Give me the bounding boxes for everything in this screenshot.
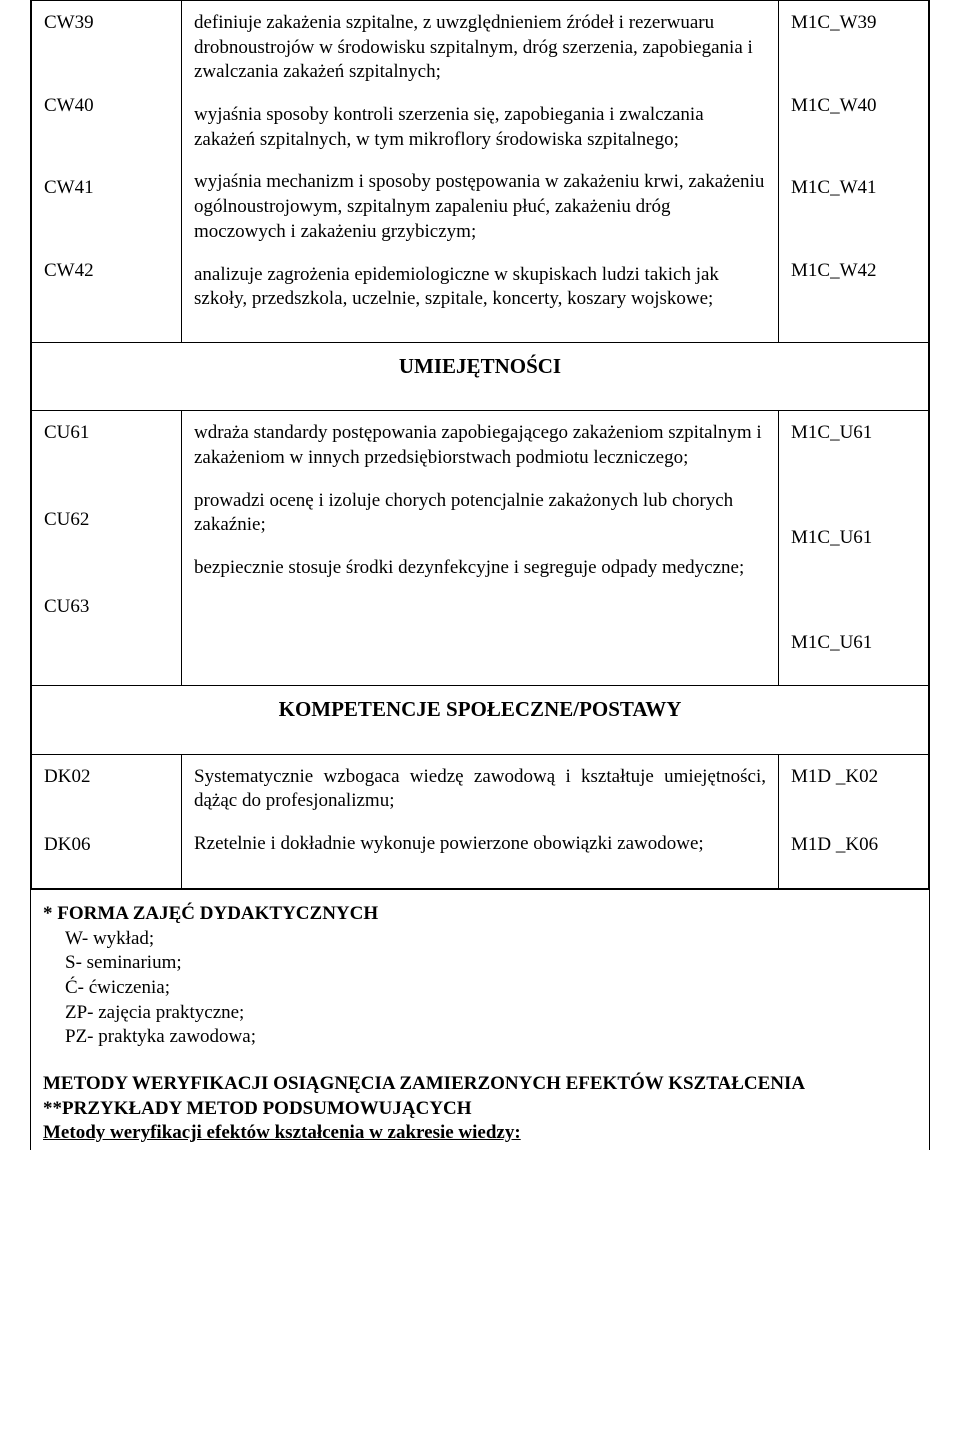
section-heading-row: UMIEJĘTNOŚCI: [32, 342, 929, 410]
code-value: CU61: [44, 421, 169, 446]
section-heading: UMIEJĘTNOŚCI: [32, 342, 929, 410]
forma-title: * FORMA ZAJĘĆ DYDAKTYCZNYCH: [43, 902, 917, 927]
code-value: CW39: [44, 11, 169, 36]
ref-value: M1C_W41: [791, 176, 916, 201]
code-value: DK06: [44, 833, 169, 858]
section-heading: KOMPETENCJE SPOŁECZNE/POSTAWY: [32, 686, 929, 754]
desc-cell: definiuje zakażenia szpitalne, z uwzględ…: [182, 1, 779, 343]
code-value: CW41: [44, 176, 169, 201]
ref-value: M1D _K02: [791, 765, 916, 790]
ref-value: M1C_W39: [791, 11, 916, 36]
section-heading-row: KOMPETENCJE SPOŁECZNE/POSTAWY: [32, 686, 929, 754]
desc-text: definiuje zakażenia szpitalne, z uwzględ…: [194, 11, 766, 85]
forma-item: ZP- zajęcia praktyczne;: [65, 1001, 917, 1026]
code-value: CW42: [44, 259, 169, 284]
desc-text: bezpiecznie stosuje środki dezynfekcyjne…: [194, 556, 766, 581]
forma-item: W- wykład;: [65, 927, 917, 952]
ref-value: M1C_U61: [791, 631, 916, 656]
main-table: CW39 CW40 CW41 CW42 definiuje zakażenia …: [31, 0, 929, 889]
methods-title: METODY WERYFIKACJI OSIĄGNĘCIA ZAMIERZONY…: [43, 1072, 917, 1097]
ref-value: M1C_W42: [791, 259, 916, 284]
table-row: CU61 CU62 CU63 wdraża standardy postępow…: [32, 411, 929, 686]
desc-cell: Systematycznie wzbogaca wiedzę zawodową …: [182, 754, 779, 888]
code-value: DK02: [44, 765, 169, 790]
footer-block: * FORMA ZAJĘĆ DYDAKTYCZNYCH W- wykład; S…: [31, 889, 929, 1150]
desc-text: prowadzi ocenę i izoluje chorych potencj…: [194, 489, 766, 538]
desc-text: Rzetelnie i dokładnie wykonuje powierzon…: [194, 832, 766, 857]
code-cell: CU61 CU62 CU63: [32, 411, 182, 686]
code-value: CU62: [44, 508, 169, 533]
examples-title: **PRZYKŁADY METOD PODSUMOWUJĄCYCH: [43, 1097, 917, 1122]
ref-value: M1D _K06: [791, 833, 916, 858]
forma-item: PZ- praktyka zawodowa;: [65, 1025, 917, 1050]
desc-text: Systematycznie wzbogaca wiedzę zawodową …: [194, 765, 766, 814]
desc-cell: wdraża standardy postępowania zapobiegaj…: [182, 411, 779, 686]
verification-title: Metody weryfikacji efektów kształcenia w…: [43, 1121, 917, 1146]
code-cell: CW39 CW40 CW41 CW42: [32, 1, 182, 343]
table-row: DK02 DK06 Systematycznie wzbogaca wiedzę…: [32, 754, 929, 888]
ref-value: M1C_U61: [791, 526, 916, 551]
code-value: CU63: [44, 595, 169, 620]
table-row: CW39 CW40 CW41 CW42 definiuje zakażenia …: [32, 1, 929, 343]
ref-cell: M1C_U61 M1C_U61 M1C_U61: [779, 411, 929, 686]
desc-text: analizuje zagrożenia epidemiologiczne w …: [194, 263, 766, 312]
ref-cell: M1C_W39 M1C_W40 M1C_W41 M1C_W42: [779, 1, 929, 343]
code-value: CW40: [44, 94, 169, 119]
desc-text: wyjaśnia mechanizm i sposoby postępowani…: [194, 170, 766, 244]
desc-text: wyjaśnia sposoby kontroli szerzenia się,…: [194, 103, 766, 152]
document-container: CW39 CW40 CW41 CW42 definiuje zakażenia …: [30, 0, 930, 1150]
code-cell: DK02 DK06: [32, 754, 182, 888]
forma-item: Ć- ćwiczenia;: [65, 976, 917, 1001]
ref-cell: M1D _K02 M1D _K06: [779, 754, 929, 888]
ref-value: M1C_U61: [791, 421, 916, 446]
forma-item: S- seminarium;: [65, 951, 917, 976]
ref-value: M1C_W40: [791, 94, 916, 119]
desc-text: wdraża standardy postępowania zapobiegaj…: [194, 421, 766, 470]
